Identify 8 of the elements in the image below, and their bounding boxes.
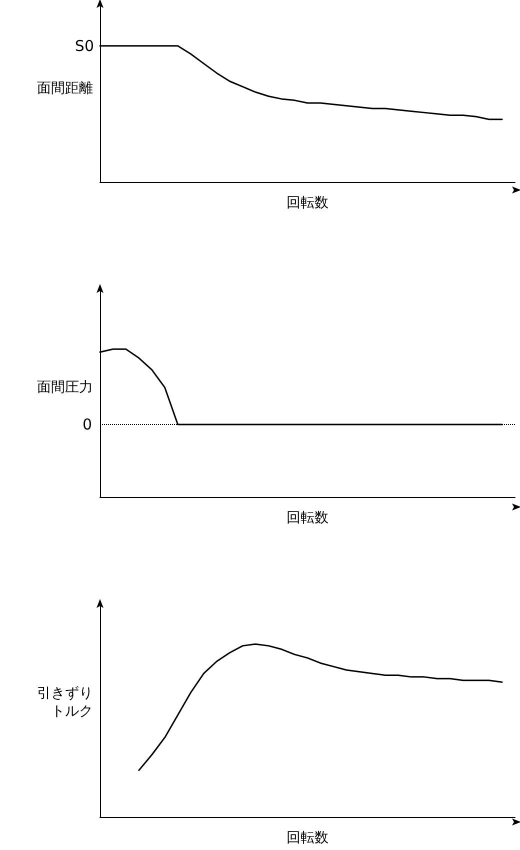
x-axis-title: 回転数 [286, 195, 328, 211]
y-axis-title: 面間圧力 [37, 380, 93, 396]
ref-line-label: 0 [82, 416, 92, 434]
y-axis-title: 引きずりトルク [37, 686, 93, 720]
y-axis-title: 面間距離 [37, 80, 93, 96]
x-axis-title: 回転数 [286, 830, 328, 846]
x-axis-title: 回転数 [286, 510, 328, 526]
text: S0 [74, 36, 94, 55]
